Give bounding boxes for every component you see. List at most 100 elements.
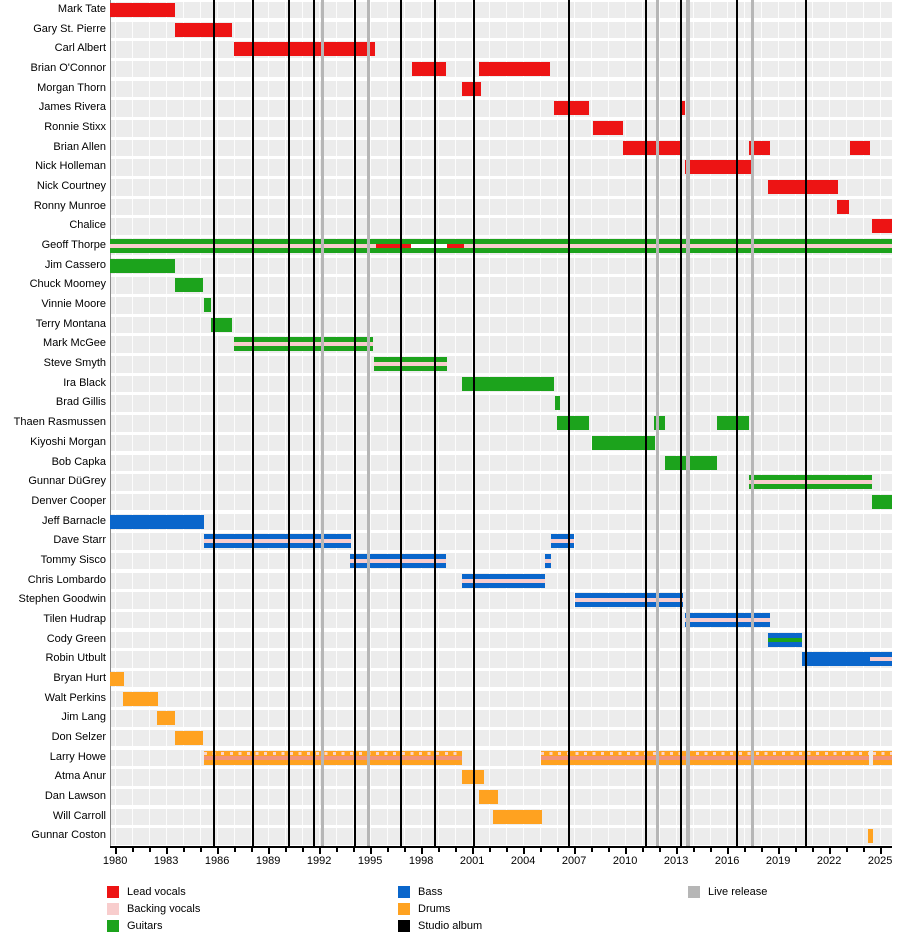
row-band — [110, 80, 892, 98]
member-name-label: Terry Montana — [35, 317, 106, 330]
bar-stripe-drums_backing — [203, 755, 462, 760]
x-axis-minor-tick — [642, 847, 644, 852]
studio-album-line — [313, 0, 315, 846]
x-axis-minor-tick — [795, 847, 797, 852]
row-band — [110, 356, 892, 373]
year-gridline — [200, 0, 202, 846]
x-axis-major-tick — [676, 847, 678, 854]
row-band — [110, 41, 892, 58]
bar-stripe-backing_vocals — [461, 578, 546, 583]
studio-album-line — [353, 0, 356, 846]
row-band — [110, 198, 892, 216]
timeline-bar — [545, 553, 552, 568]
row-band — [110, 454, 892, 471]
year-gridline — [149, 0, 151, 846]
bar-dashed-top-overlay — [873, 751, 892, 755]
member-name-label: Will Carroll — [52, 809, 106, 822]
timeline-bar — [868, 829, 874, 844]
x-axis-tick-label: 1995 — [357, 855, 383, 867]
x-axis-tick-label: 2010 — [612, 855, 638, 867]
row-band — [110, 513, 892, 530]
timeline-bar — [872, 219, 892, 234]
member-name-label: Carl Albert — [54, 42, 106, 55]
timeline-bar — [492, 809, 542, 824]
x-axis-minor-tick — [336, 847, 338, 852]
x-axis-major-tick — [217, 847, 219, 854]
bar-dashed-top-overlay — [540, 751, 870, 755]
x-axis-tick-label: 1986 — [204, 855, 230, 867]
x-axis-minor-tick — [761, 847, 763, 852]
row-band — [110, 139, 892, 157]
timeline-bar — [110, 671, 125, 686]
x-axis-major-tick — [778, 847, 780, 854]
legend-swatch-live_release — [688, 886, 700, 898]
row-band — [110, 631, 892, 649]
row-band — [110, 336, 892, 353]
timeline-bar — [174, 22, 232, 37]
timeline-bar — [174, 730, 204, 745]
year-gridline — [404, 0, 406, 846]
member-name-label: Jeff Barnacle — [41, 514, 106, 527]
year-gridline — [438, 0, 440, 846]
member-name-label: Dan Lawson — [44, 789, 106, 802]
row-band — [110, 788, 892, 806]
live-release-line — [750, 0, 755, 846]
timeline-bar — [110, 514, 204, 529]
x-axis-tick-label: 2007 — [561, 855, 587, 867]
timeline-bar — [836, 199, 849, 214]
timeline-bar — [478, 62, 551, 77]
timeline-bar — [592, 121, 624, 136]
year-gridline — [540, 0, 542, 846]
timeline-bar — [349, 553, 446, 568]
row-band — [110, 297, 892, 314]
year-gridline — [370, 0, 372, 846]
member-name-label: Jim Cassero — [44, 258, 106, 271]
studio-album-line — [644, 0, 647, 846]
x-axis-major-tick — [421, 847, 423, 854]
timeline-bar — [203, 534, 352, 549]
member-name-label: Dave Starr — [53, 534, 106, 547]
x-axis-major-tick — [472, 847, 474, 854]
x-axis-minor-tick — [455, 847, 457, 852]
x-axis-major-tick — [115, 847, 117, 854]
x-axis-minor-tick — [744, 847, 746, 852]
bar-dashed-top-overlay — [203, 751, 462, 755]
timeline-plot-area: Mark Tate Gary St. Pierre Carl Albert Brian… — [14, 0, 892, 846]
row-band — [110, 179, 892, 196]
year-gridline — [642, 0, 644, 846]
x-axis-tick-label: 2013 — [663, 855, 689, 867]
member-name-label: Walt Perkins — [44, 691, 106, 704]
studio-album-line — [736, 0, 739, 846]
year-gridline — [761, 0, 763, 846]
timeline-bar — [373, 357, 447, 372]
year-gridline — [234, 0, 236, 846]
x-axis-major-tick — [625, 847, 627, 854]
member-name-label: Tilen Hudrap — [43, 612, 106, 625]
year-gridline — [812, 0, 814, 846]
year-gridline — [421, 0, 423, 846]
legend-label-live_release: Live release — [708, 885, 768, 898]
bar-stripe-backing_vocals — [869, 657, 892, 662]
x-axis-minor-tick — [506, 847, 508, 852]
timeline-bar — [749, 475, 872, 490]
year-gridline — [778, 0, 780, 846]
x-axis-minor-tick — [285, 847, 287, 852]
bar-stripe-backing_vocals — [373, 362, 447, 367]
studio-album-line — [805, 0, 808, 846]
legend-label-drums: Drums — [418, 902, 451, 915]
member-name-label: Mark McGee — [43, 337, 106, 350]
x-axis-major-tick — [523, 847, 525, 854]
timeline-bar — [234, 337, 374, 352]
year-gridline — [115, 0, 117, 846]
year-gridline — [591, 0, 593, 846]
row-band — [110, 493, 892, 511]
x-axis-minor-tick — [812, 847, 814, 852]
year-gridline — [455, 0, 457, 846]
legend-swatch-bass — [398, 886, 410, 898]
row-band — [110, 552, 892, 570]
year-gridline — [387, 0, 389, 846]
x-axis-minor-tick — [353, 847, 355, 852]
timeline-bar — [461, 81, 481, 96]
timeline-bar — [801, 652, 892, 667]
timeline-bar — [110, 3, 175, 17]
